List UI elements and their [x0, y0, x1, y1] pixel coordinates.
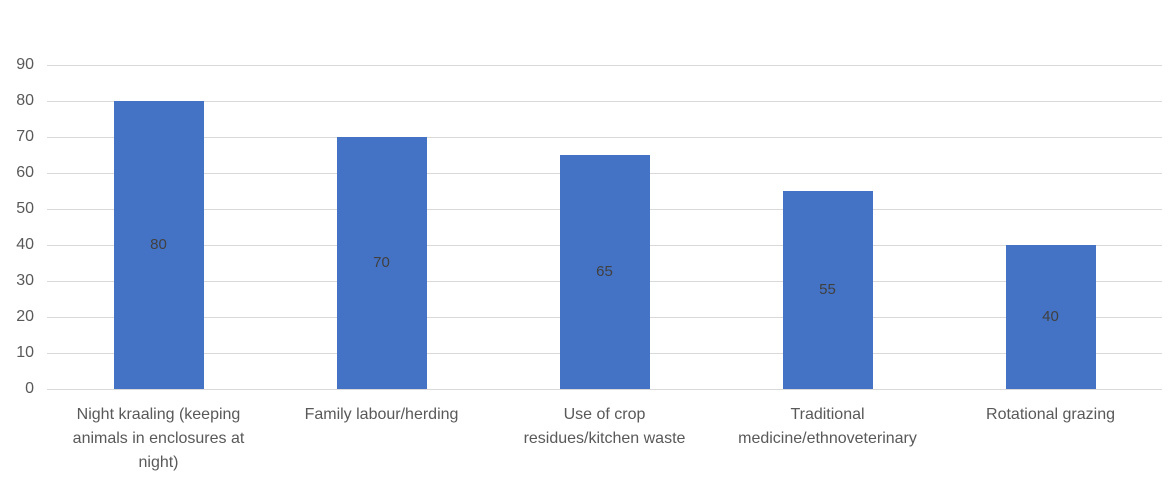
bar — [336, 137, 427, 389]
x-category-label: Night kraaling (keeping animals in enclo… — [72, 406, 245, 471]
x-axis-line — [47, 388, 1162, 390]
bar-value-label: 80 — [150, 236, 167, 253]
x-category-label: Rotational grazing — [986, 406, 1115, 423]
bar-value-label: 40 — [1042, 308, 1059, 325]
bar — [1005, 245, 1096, 389]
gridline — [47, 64, 1162, 66]
bar — [782, 191, 873, 389]
y-tick-label: 0 — [25, 380, 34, 397]
bar-value-label: 70 — [373, 254, 390, 271]
bar — [113, 101, 204, 389]
y-tick-label: 20 — [16, 308, 34, 325]
x-category-label: Family labour/herding — [304, 406, 459, 423]
y-tick-label: 80 — [16, 92, 34, 109]
y-tick-label: 30 — [16, 272, 34, 289]
x-category-label: Use of crop residues/kitchen waste — [523, 406, 686, 447]
y-tick-label: 90 — [16, 56, 34, 73]
y-tick-label: 70 — [16, 128, 34, 145]
gridline — [47, 100, 1162, 102]
y-tick-label: 10 — [16, 344, 34, 361]
gridline — [47, 136, 1162, 138]
x-category-label: Traditional medicine/ethnoveterinary — [738, 406, 917, 447]
bar — [559, 155, 650, 389]
bar-value-label: 55 — [819, 281, 836, 298]
y-tick-label: 60 — [16, 164, 34, 181]
y-tick-label: 40 — [16, 236, 34, 253]
y-tick-label: 50 — [16, 200, 34, 217]
bar-value-label: 65 — [596, 263, 613, 280]
